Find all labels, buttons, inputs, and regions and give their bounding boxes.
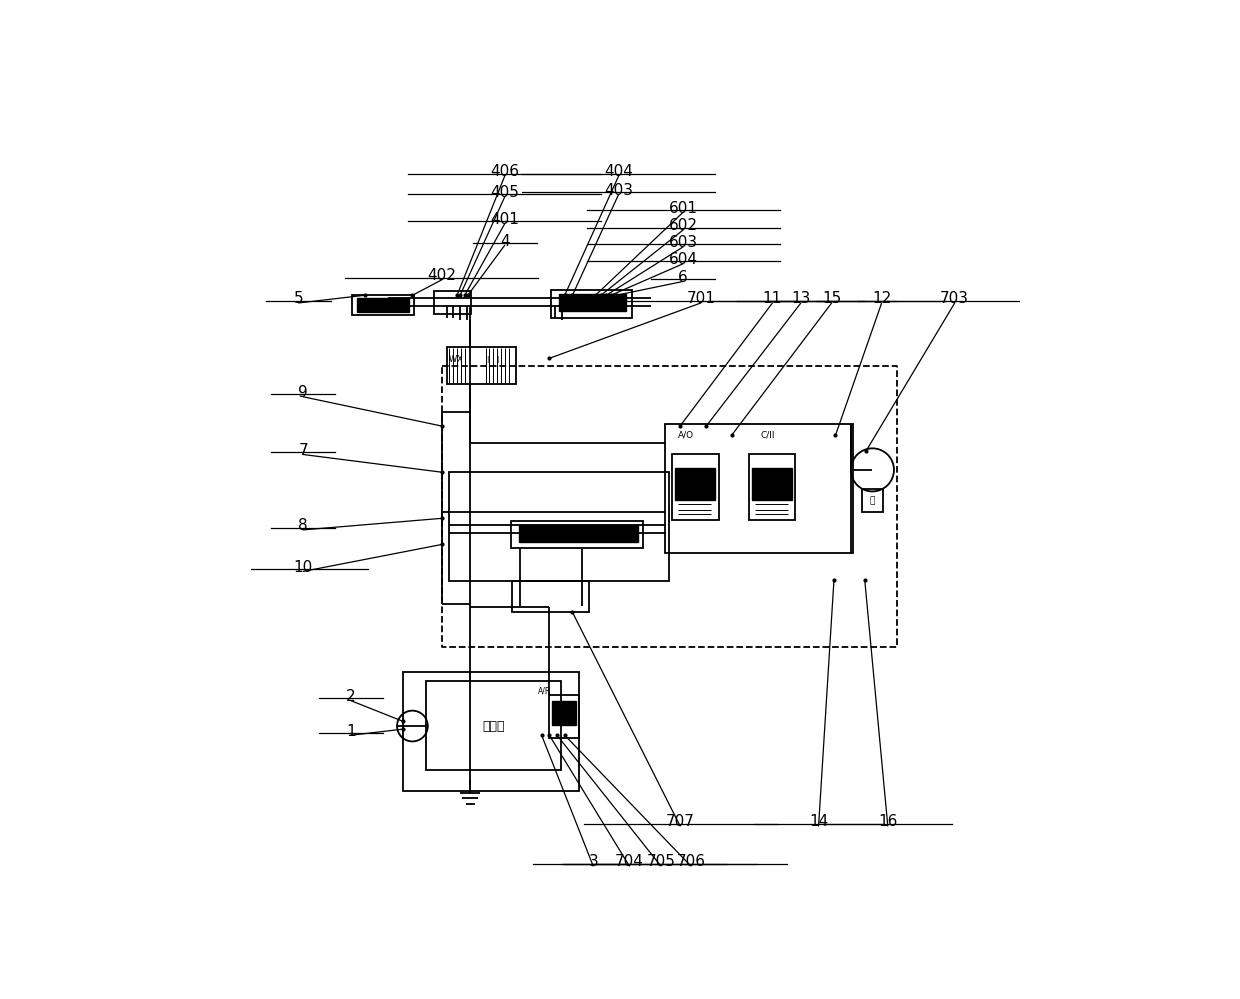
Text: 604: 604 bbox=[668, 252, 698, 267]
Bar bbox=[448, 347, 516, 384]
Bar bbox=[357, 299, 409, 312]
Text: 发动机: 发动机 bbox=[482, 719, 505, 732]
Text: 704: 704 bbox=[615, 854, 644, 869]
Bar bbox=[549, 695, 579, 737]
Bar bbox=[749, 455, 796, 519]
Bar bbox=[558, 294, 626, 311]
Text: 13: 13 bbox=[791, 292, 811, 307]
Text: 402: 402 bbox=[428, 269, 456, 284]
Text: 3: 3 bbox=[588, 854, 598, 869]
Bar bbox=[427, 681, 560, 770]
Text: 压: 压 bbox=[869, 497, 875, 505]
Bar bbox=[518, 525, 637, 542]
Text: 603: 603 bbox=[668, 236, 698, 251]
Text: 9: 9 bbox=[299, 386, 308, 401]
Bar bbox=[551, 290, 631, 318]
Text: 601: 601 bbox=[668, 201, 698, 216]
Text: 705: 705 bbox=[646, 854, 676, 869]
Text: 707: 707 bbox=[666, 814, 694, 829]
Text: 406: 406 bbox=[490, 165, 520, 180]
Text: 405: 405 bbox=[490, 185, 520, 200]
Text: |: | bbox=[486, 357, 489, 364]
Bar bbox=[753, 468, 792, 500]
Text: A/R: A/R bbox=[538, 686, 552, 695]
Text: 701: 701 bbox=[687, 292, 715, 307]
Bar bbox=[676, 468, 715, 500]
Text: 7: 7 bbox=[299, 443, 308, 458]
Text: 1: 1 bbox=[346, 723, 356, 738]
Text: 10: 10 bbox=[294, 559, 312, 574]
Bar bbox=[512, 581, 589, 612]
Text: 8: 8 bbox=[299, 518, 308, 533]
Bar bbox=[862, 490, 883, 512]
Text: 5: 5 bbox=[294, 292, 304, 307]
Text: 706: 706 bbox=[676, 854, 706, 869]
Bar bbox=[403, 672, 579, 791]
Bar bbox=[449, 473, 668, 581]
Text: 703: 703 bbox=[940, 292, 970, 307]
Bar bbox=[672, 455, 718, 519]
Bar bbox=[352, 296, 414, 316]
Text: 14: 14 bbox=[808, 814, 828, 829]
Text: 403: 403 bbox=[604, 183, 634, 198]
Text: W: W bbox=[449, 356, 456, 365]
Text: 15: 15 bbox=[822, 292, 841, 307]
Text: 12: 12 bbox=[872, 292, 892, 307]
Text: 2: 2 bbox=[346, 689, 356, 704]
Text: 6: 6 bbox=[678, 270, 688, 285]
Bar bbox=[552, 700, 577, 725]
Text: A/O: A/O bbox=[677, 431, 693, 440]
Text: X: X bbox=[458, 356, 463, 365]
Bar bbox=[434, 291, 471, 314]
Text: C/II: C/II bbox=[760, 431, 775, 440]
Bar bbox=[511, 521, 644, 548]
Text: 11: 11 bbox=[763, 292, 782, 307]
Text: 16: 16 bbox=[878, 814, 898, 829]
Bar bbox=[665, 424, 853, 553]
Text: 404: 404 bbox=[604, 165, 632, 180]
Text: 401: 401 bbox=[490, 212, 520, 227]
Text: 602: 602 bbox=[668, 219, 698, 234]
Text: |: | bbox=[496, 357, 498, 364]
Text: 4: 4 bbox=[500, 234, 510, 249]
